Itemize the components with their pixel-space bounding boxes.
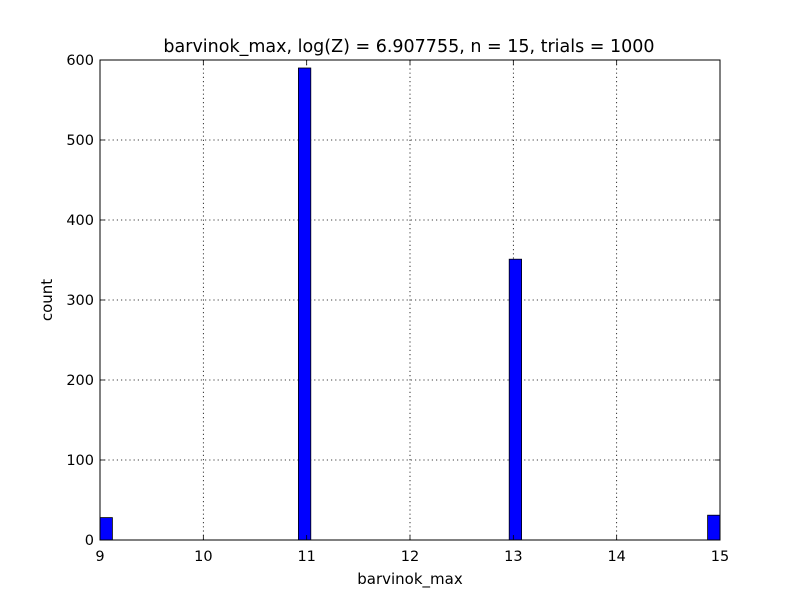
- x-tick-label: 15: [711, 549, 729, 565]
- x-tick-label: 14: [607, 549, 625, 565]
- x-tick-label: 10: [194, 549, 212, 565]
- bars: [99, 67, 721, 541]
- y-tick-label: 400: [66, 213, 94, 229]
- histogram-bar: [99, 517, 113, 541]
- x-tick-label: 12: [401, 549, 419, 565]
- x-axis-label: barvinok_max: [357, 570, 463, 589]
- x-tick-label: 11: [297, 549, 315, 565]
- y-tick-label: 0: [85, 533, 94, 549]
- y-tick-label: 300: [66, 293, 94, 309]
- x-tick-label: 9: [95, 549, 104, 565]
- chart-title: barvinok_max, log(Z) = 6.907755, n = 15,…: [163, 37, 654, 57]
- y-tick-label: 500: [66, 133, 94, 149]
- histogram-bar: [508, 258, 523, 541]
- y-tick-label: 600: [66, 53, 94, 69]
- x-tick-label: 13: [504, 549, 522, 565]
- y-tick-label: 100: [66, 453, 94, 469]
- y-axis-label: count: [38, 279, 56, 321]
- histogram-bar: [297, 67, 312, 541]
- x-tick-labels: 9 10 11 12 13 14 15: [95, 549, 729, 565]
- y-tick-label: 200: [66, 373, 94, 389]
- histogram-bar: [707, 514, 721, 541]
- tick-marks: [99, 59, 721, 541]
- grid-lines: [99, 59, 721, 541]
- y-tick-labels: 0 100 200 300 400 500 600: [66, 53, 94, 549]
